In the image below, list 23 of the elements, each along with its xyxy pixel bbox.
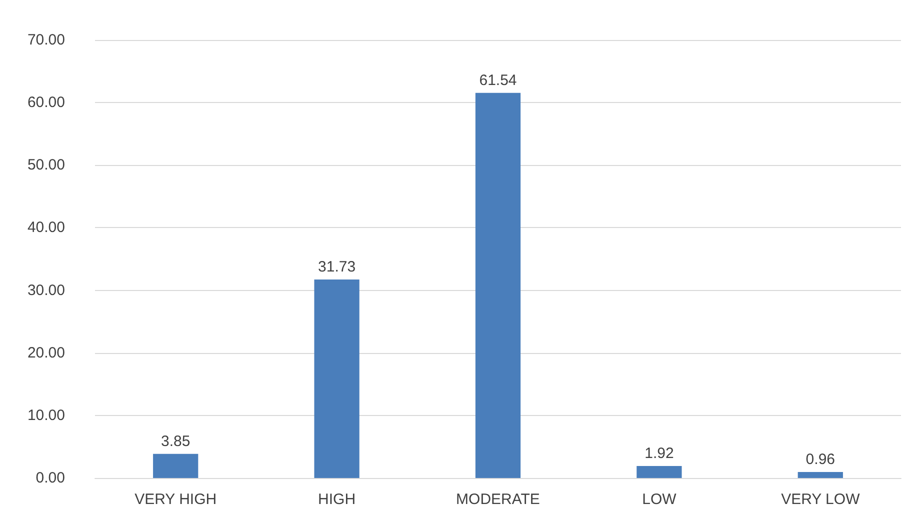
y-tick-label: 60.00	[27, 94, 65, 112]
data-label: 0.96	[806, 450, 835, 468]
data-label: 61.54	[479, 72, 517, 89]
y-tick-label: 10.00	[27, 406, 65, 424]
bar	[636, 466, 682, 478]
x-tick-label: VERY HIGH	[134, 491, 217, 508]
y-tick-label: 40.00	[27, 219, 65, 236]
data-label: 1.92	[644, 444, 674, 462]
x-tick-label: MODERATE	[456, 491, 540, 508]
data-label: 31.73	[318, 258, 356, 276]
bar	[314, 279, 360, 478]
y-tick-label: 50.00	[27, 156, 65, 174]
y-tick-label: 20.00	[27, 344, 65, 362]
y-tick-label: 30.00	[27, 282, 65, 299]
x-tick-label: HIGH	[318, 491, 356, 508]
y-tick-label: 70.00	[27, 32, 65, 48]
data-label: 3.85	[161, 432, 190, 450]
x-tick-label: VERY LOW	[781, 491, 861, 508]
bar	[798, 472, 843, 478]
bar	[475, 92, 521, 478]
y-tick-label: 0.00	[36, 470, 65, 486]
x-tick-label: LOW	[642, 491, 678, 508]
bar	[153, 454, 198, 478]
